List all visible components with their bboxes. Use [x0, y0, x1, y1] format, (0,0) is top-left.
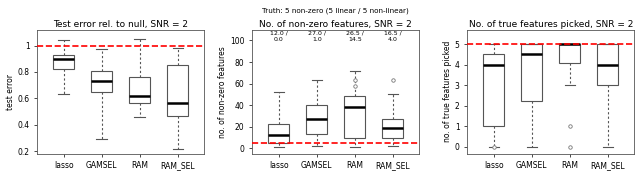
- Text: 26.5 /
14.5: 26.5 / 14.5: [346, 31, 364, 42]
- PathPatch shape: [382, 119, 403, 138]
- Text: 27.0 /
1.0: 27.0 / 1.0: [308, 31, 326, 42]
- PathPatch shape: [92, 71, 112, 92]
- PathPatch shape: [483, 54, 504, 126]
- Text: 12.0 /
0.0: 12.0 / 0.0: [270, 31, 288, 42]
- Text: 16.5 /
4.0: 16.5 / 4.0: [384, 31, 402, 42]
- PathPatch shape: [597, 44, 618, 85]
- Y-axis label: no. of true features picked: no. of true features picked: [443, 41, 452, 142]
- PathPatch shape: [344, 96, 365, 138]
- Text: Truth: 5 non-zero (5 linear / 5 non-linear): Truth: 5 non-zero (5 linear / 5 non-line…: [262, 7, 409, 14]
- Y-axis label: no. of non-zero features: no. of non-zero features: [218, 46, 227, 138]
- PathPatch shape: [53, 55, 74, 69]
- PathPatch shape: [129, 77, 150, 103]
- Title: Test error rel. to null, SNR = 2: Test error rel. to null, SNR = 2: [53, 20, 188, 29]
- PathPatch shape: [167, 65, 188, 116]
- PathPatch shape: [268, 124, 289, 143]
- Y-axis label: test error: test error: [6, 74, 15, 110]
- PathPatch shape: [307, 105, 327, 134]
- Title: No. of true features picked, SNR = 2: No. of true features picked, SNR = 2: [468, 20, 633, 29]
- PathPatch shape: [559, 44, 580, 62]
- PathPatch shape: [522, 44, 542, 102]
- Title: No. of non-zero features, SNR = 2: No. of non-zero features, SNR = 2: [259, 20, 412, 29]
